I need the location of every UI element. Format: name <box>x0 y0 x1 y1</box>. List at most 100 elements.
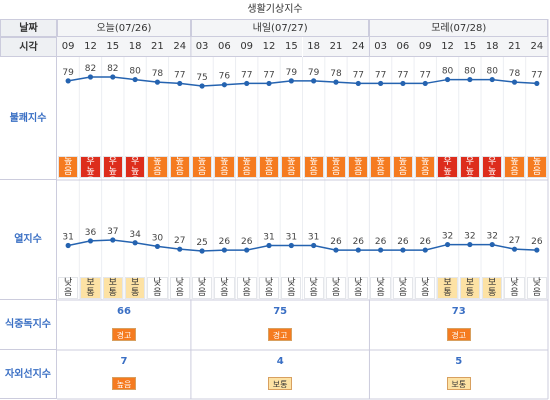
value-label: 82 <box>107 64 118 74</box>
index-point <box>511 79 518 85</box>
value-label: 78 <box>330 69 342 79</box>
index-point <box>244 80 250 87</box>
hour-label: 24 <box>347 37 370 57</box>
index-point <box>65 78 71 84</box>
level-badge: 높음 <box>191 156 213 178</box>
index-point <box>534 80 540 87</box>
index-point <box>221 82 227 88</box>
index-point <box>311 78 317 84</box>
index-point <box>177 80 183 87</box>
index-point <box>400 80 406 87</box>
index-point <box>422 247 428 253</box>
value-label: 27 <box>509 236 520 246</box>
row-label: 열지수 <box>0 180 57 300</box>
level-badge: 높음 <box>348 156 369 178</box>
value-label: 31 <box>62 233 73 243</box>
hour-label: 12 <box>436 37 459 57</box>
level-badge: 높음 <box>147 156 168 178</box>
index-point <box>444 76 451 83</box>
index-point <box>355 80 361 87</box>
hour-label: 12 <box>79 37 102 57</box>
hour-label: 12 <box>257 37 281 57</box>
value-label: 77 <box>375 70 386 80</box>
level-badge: 낮음 <box>325 277 347 299</box>
index-point <box>87 74 94 80</box>
level-badge: 낮음 <box>303 277 324 299</box>
index-point <box>244 247 250 253</box>
index-point <box>65 242 71 249</box>
index-point <box>288 242 294 249</box>
day-value: 7 <box>120 356 128 367</box>
index-point <box>311 242 317 249</box>
value-label: 77 <box>420 70 431 80</box>
level-badge: 높음 <box>392 156 414 178</box>
value-label: 77 <box>241 70 252 80</box>
value-label: 77 <box>263 70 274 80</box>
value-label: 34 <box>129 230 141 240</box>
index-point <box>132 76 138 83</box>
day-header: 모레(07/28) <box>369 19 548 37</box>
value-label: 32 <box>486 232 497 242</box>
value-label: 26 <box>353 237 365 247</box>
index-point <box>132 240 138 246</box>
level-badge: 보통 <box>124 277 146 299</box>
level-badge: 보통 <box>446 377 471 390</box>
hour-label: 18 <box>302 37 325 57</box>
index-point <box>110 74 116 80</box>
value-label: 78 <box>509 69 521 79</box>
level-badge: 보통 <box>80 277 101 299</box>
value-label: 26 <box>420 237 432 247</box>
day-value: 4 <box>276 356 284 367</box>
hour-label: 15 <box>458 37 482 57</box>
value-label: 79 <box>308 68 320 78</box>
index-point <box>87 238 94 244</box>
level-badge: 낮음 <box>214 277 235 299</box>
index-point <box>355 247 361 253</box>
level-badge: 낮음 <box>348 277 369 299</box>
level-badge: 경고 <box>111 328 136 341</box>
value-label: 27 <box>174 236 185 246</box>
level-badge: 높음 <box>169 156 190 178</box>
level-badge: 보통 <box>102 277 123 299</box>
index-point <box>288 78 294 84</box>
level-badge: 높음 <box>504 156 525 178</box>
day-header: 오늘(07/26) <box>57 19 191 37</box>
level-badge: 높음 <box>325 156 347 178</box>
index-point <box>378 247 384 253</box>
level-badge: 낮음 <box>236 277 257 299</box>
index-point <box>444 241 451 248</box>
value-label: 77 <box>353 70 364 80</box>
index-point <box>221 247 227 253</box>
value-label: 36 <box>85 228 97 238</box>
index-point <box>489 76 495 83</box>
index-point <box>534 247 540 253</box>
value-label: 31 <box>286 233 297 243</box>
value-label: 80 <box>442 67 454 77</box>
value-label: 78 <box>152 69 164 79</box>
value-label: 26 <box>219 237 231 247</box>
value-label: 26 <box>330 237 342 247</box>
level-badge: 높음 <box>258 156 280 178</box>
index-point <box>154 243 161 250</box>
hour-label: 21 <box>146 37 169 57</box>
value-label: 77 <box>397 70 408 80</box>
level-badge: 낮음 <box>392 277 414 299</box>
hour-label: 06 <box>213 37 236 57</box>
level-badge: 낮음 <box>147 277 168 299</box>
level-badge: 경고 <box>446 328 471 341</box>
title: 생활기상지수 <box>247 4 303 15</box>
level-badge: 보통 <box>459 277 481 299</box>
hour-label: 21 <box>503 37 526 57</box>
hour-label: 15 <box>280 37 303 57</box>
level-badge: 낮음 <box>281 277 302 299</box>
hour-label: 03 <box>190 37 214 57</box>
level-badge: 낮음 <box>415 277 436 299</box>
level-badge: 낮음 <box>258 277 280 299</box>
hour-label: 06 <box>391 37 415 57</box>
value-label: 77 <box>531 70 542 80</box>
level-badge: 낮음 <box>526 277 547 299</box>
hour-label: 09 <box>235 37 258 57</box>
index-point <box>489 241 495 248</box>
level-badge: 낮음 <box>191 277 213 299</box>
